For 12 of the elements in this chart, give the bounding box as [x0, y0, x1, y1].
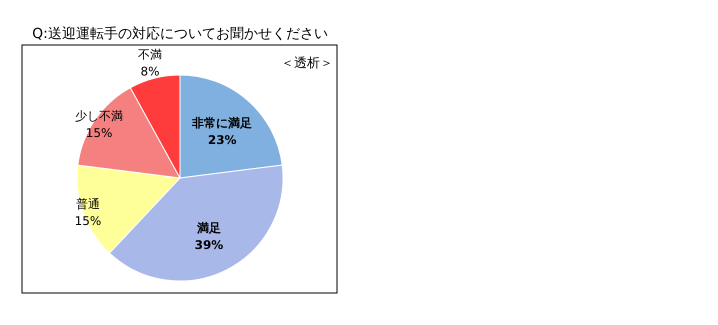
slice-label: 不満	[138, 47, 162, 62]
data-label: 8%	[140, 64, 160, 78]
data-label: 39%	[194, 238, 224, 252]
slice-label: 少し不満	[75, 109, 124, 123]
data-label: 15%	[86, 126, 112, 140]
data-label: 23%	[208, 133, 237, 148]
slice-label: 満足	[196, 220, 221, 235]
chart-title: Q:送迎運転手の対応についてお聞かせください	[32, 26, 328, 42]
slice-label: 普通	[76, 197, 100, 212]
data-label: 15%	[74, 214, 102, 228]
text: ＜透析＞	[281, 56, 333, 71]
slice-label: 非常に満足	[191, 116, 252, 130]
